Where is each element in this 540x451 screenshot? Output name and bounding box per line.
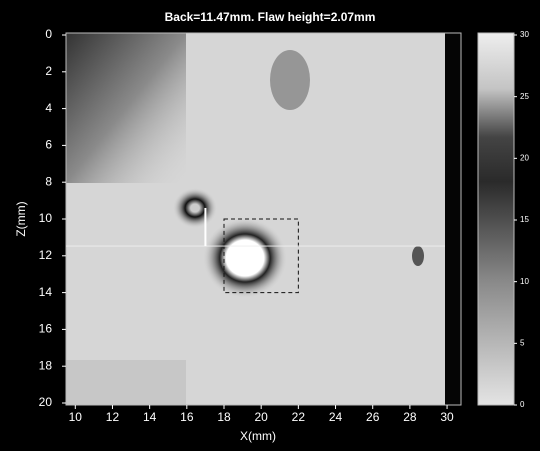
chart-title: Back=11.47mm. Flaw height=2.07mm bbox=[165, 10, 376, 24]
colorbar-tick-label: 0 bbox=[520, 400, 525, 409]
x-tick-label: 26 bbox=[366, 410, 380, 424]
y-tick-label: 16 bbox=[39, 322, 53, 336]
y-tick-label: 0 bbox=[45, 27, 52, 41]
colorbar-tick-label: 5 bbox=[520, 338, 525, 347]
colorbar-tick-label: 20 bbox=[520, 153, 529, 162]
colorbar-tick-label: 30 bbox=[520, 30, 529, 39]
x-tick-label: 22 bbox=[292, 410, 306, 424]
x-tick-label: 16 bbox=[180, 410, 194, 424]
image bbox=[66, 33, 461, 405]
colorbar-tick-label: 25 bbox=[520, 92, 529, 101]
y-tick-label: 10 bbox=[39, 211, 53, 225]
x-axis-label: X(mm) bbox=[240, 429, 276, 443]
x-tick-label: 18 bbox=[217, 410, 231, 424]
x-tick-label: 14 bbox=[143, 410, 157, 424]
y-tick-label: 6 bbox=[45, 138, 52, 152]
y-tick-label: 12 bbox=[39, 248, 53, 262]
colorbar bbox=[478, 33, 514, 405]
x-tick-label: 24 bbox=[329, 410, 343, 424]
colorbar-tick-label: 10 bbox=[520, 277, 529, 286]
x-tick-label: 20 bbox=[254, 410, 268, 424]
y-tick-label: 8 bbox=[45, 174, 52, 188]
y-tick-label: 14 bbox=[39, 285, 53, 299]
y-tick-label: 18 bbox=[39, 358, 53, 372]
y-tick-label: 4 bbox=[45, 101, 52, 115]
colorbar-tick-label: 15 bbox=[520, 215, 529, 224]
chart: Back=11.47mm. Flaw height=2.07mm X(mm) Z… bbox=[0, 0, 540, 451]
x-tick-label: 12 bbox=[106, 410, 120, 424]
x-tick-label: 28 bbox=[403, 410, 417, 424]
y-tick-label: 20 bbox=[39, 395, 53, 409]
x-tick-label: 10 bbox=[69, 410, 83, 424]
y-tick-label: 2 bbox=[45, 64, 52, 78]
y-axis-label: Z(mm) bbox=[14, 201, 28, 236]
x-tick-label: 30 bbox=[440, 410, 454, 424]
